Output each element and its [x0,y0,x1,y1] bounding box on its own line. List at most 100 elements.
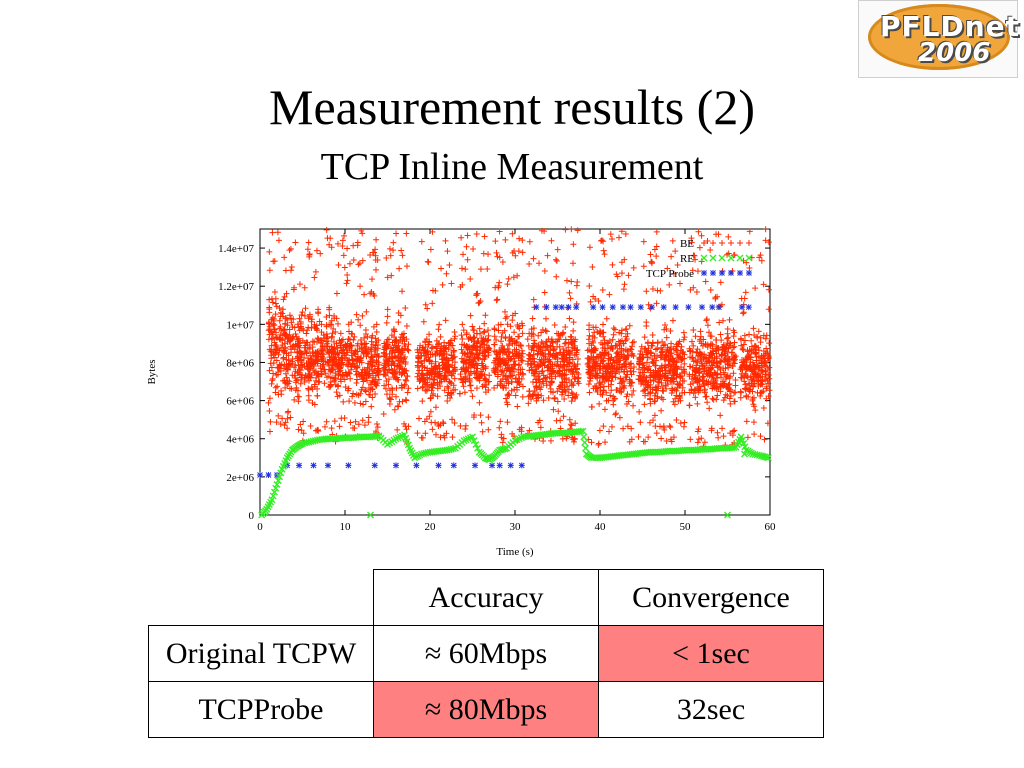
be-point [270,320,277,327]
be-point [724,330,731,337]
be-point [361,335,368,342]
be-point [669,317,676,324]
be-point [475,300,482,307]
be-point [281,293,288,300]
be-point [451,335,458,342]
be-point [343,280,350,287]
be-point [360,401,367,408]
be-point [542,315,549,322]
be-point [305,239,312,246]
be-point [269,375,276,382]
tcp-probe-point [371,462,378,469]
be-point [738,295,745,302]
slide-subtitle: TCP Inline Measurement [320,146,704,188]
be-point [552,338,559,345]
be-point [605,377,612,384]
be-point [538,384,545,391]
be-point [747,359,754,366]
be-point [560,413,567,420]
be-point [542,327,549,334]
be-point [660,396,667,403]
be-point [432,404,439,411]
be-point [666,281,673,288]
be-point [302,348,309,355]
be-point [333,360,340,367]
be-point [348,330,355,337]
be-point [485,414,492,421]
be-point [690,284,697,291]
be-point [265,399,272,406]
tcp-probe-point [496,462,503,469]
be-point [401,420,408,427]
be-point [468,387,475,394]
be-point [762,335,769,342]
be-point [346,260,353,267]
be-point [485,336,492,343]
re-point [741,450,748,458]
be-point [565,339,572,346]
be-point [449,416,456,423]
be-point [384,313,391,320]
be-point [748,380,755,387]
be-point [709,383,716,390]
be-point [529,392,536,399]
be-point [502,334,509,341]
be-point [663,334,670,341]
be-point [309,366,316,373]
be-point [696,369,703,376]
be-point [554,246,561,253]
be-point [477,350,484,357]
be-point [386,387,393,394]
be-point [389,391,396,398]
be-point [641,365,648,372]
be-point [650,417,657,424]
be-point [399,349,406,356]
be-point [422,353,429,360]
be-point [460,251,467,258]
be-point [482,353,489,360]
be-point [607,231,614,238]
be-point [537,346,544,353]
be-point [592,363,599,370]
be-point [266,428,273,435]
be-point [311,401,318,408]
be-point [765,353,772,360]
be-point [418,238,425,245]
be-point [273,303,280,310]
tcp-probe-point [558,304,565,311]
be-point [649,340,656,347]
be-point [419,363,426,370]
be-point [719,425,726,432]
be-point [509,230,516,237]
be-point [471,370,478,377]
be-point [566,416,573,423]
be-point [427,395,434,402]
be-point [553,351,560,358]
be-point [737,374,744,381]
be-point [594,370,601,377]
be-point [347,419,354,426]
be-point [491,326,498,333]
be-point [458,265,465,272]
be-point [687,354,694,361]
be-point [334,345,341,352]
be-point [700,355,707,362]
be-point [687,347,694,354]
be-point [482,365,489,372]
table-row-label: TCPProbe [148,681,374,738]
be-point [307,352,314,359]
be-point [337,367,344,374]
be-point [727,400,734,407]
be-point [448,280,455,287]
be-point [373,236,380,243]
be-point [392,375,399,382]
be-point [717,359,724,366]
tcp-probe-point [745,304,752,311]
be-point [499,358,506,365]
be-point [670,434,677,441]
be-point [373,420,380,427]
be-point [668,438,675,445]
be-point [267,418,274,425]
be-point [757,381,764,388]
be-point [473,230,480,237]
